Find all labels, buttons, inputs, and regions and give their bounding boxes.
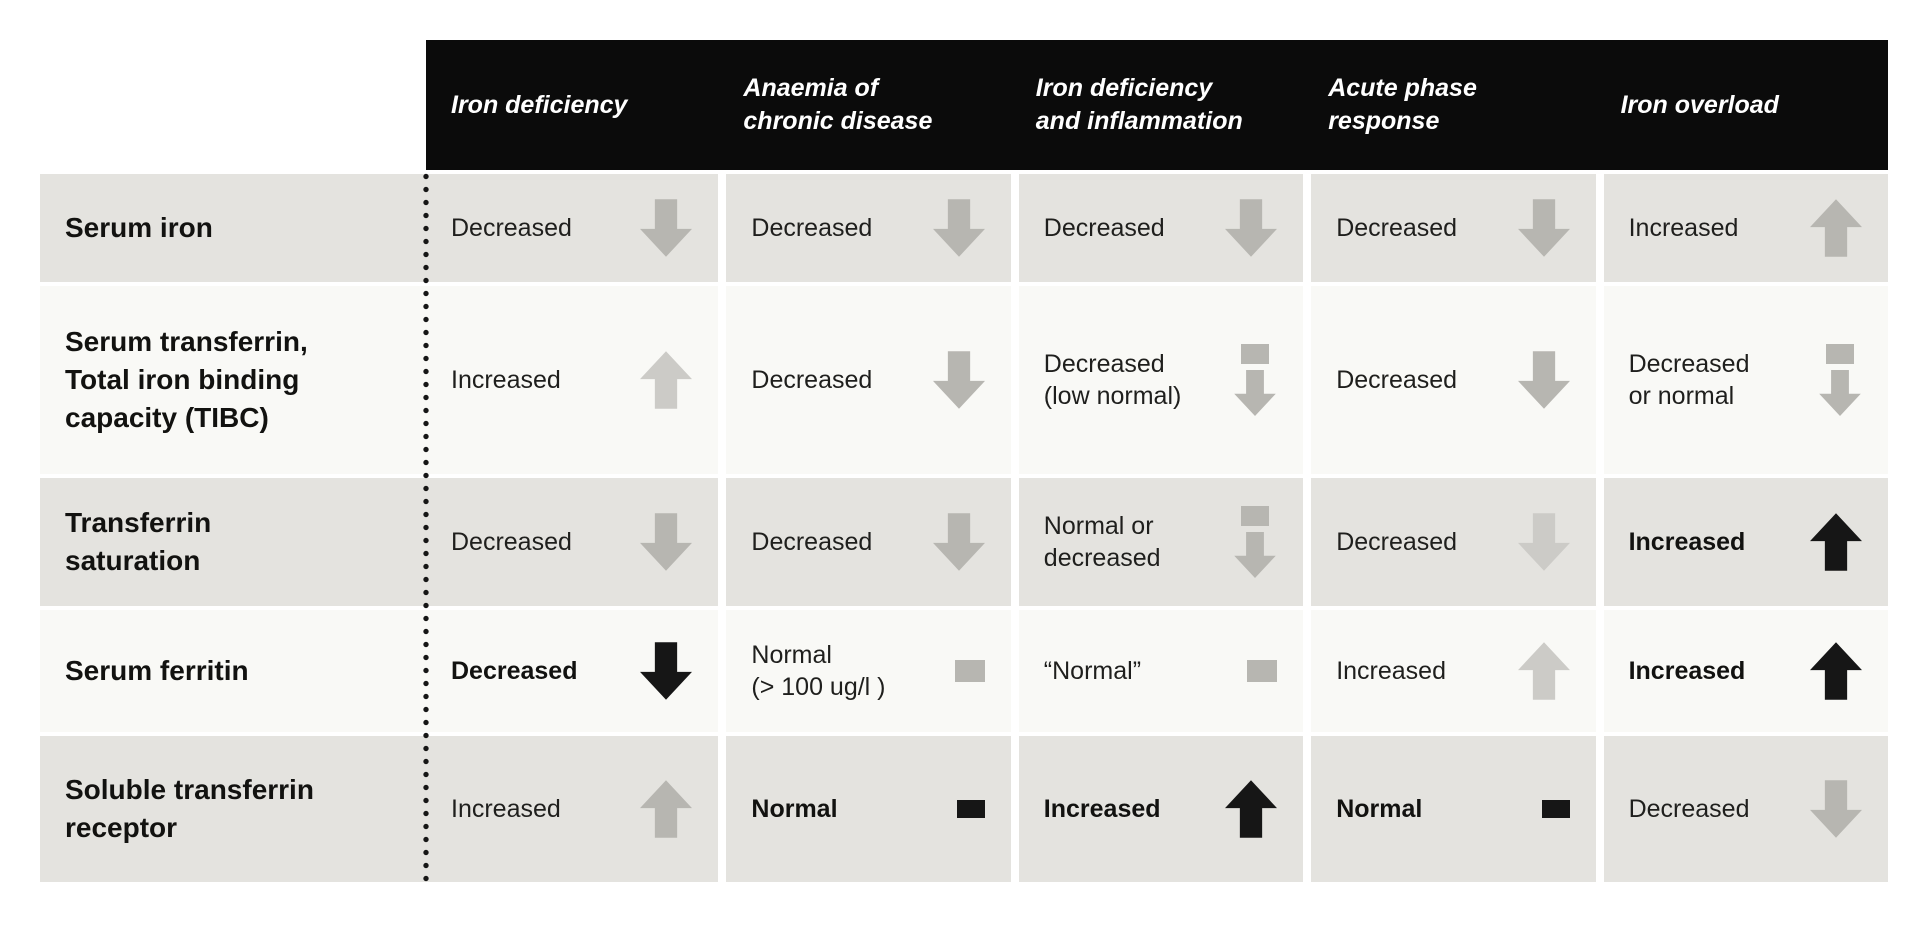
table-cell: Decreased or normal [1603, 286, 1888, 474]
cell-text: Normal [1336, 794, 1423, 823]
cell-text: Decreased (low normal) [1043, 349, 1182, 411]
table-cell: Normal [726, 736, 1011, 882]
low-normal-decrease-icon [1818, 344, 1862, 416]
cell-text: Normal (> 100 ug/l ) [751, 640, 886, 702]
cell-text: Decreased [451, 527, 572, 556]
cell-text: Decreased [1043, 213, 1165, 242]
cell-text: “Normal” [1043, 656, 1142, 685]
row-label: Transferrin saturation [40, 478, 426, 606]
table-cell: Increased [1311, 610, 1596, 732]
cell-text: Increased [1043, 794, 1161, 823]
iron-markers-table: Iron deficiency Anaemia of chronic diseas… [40, 40, 1888, 882]
cell-text: Increased [451, 794, 561, 823]
increase-arrow-icon [1809, 513, 1862, 571]
table-cell: Decreased [1311, 286, 1596, 474]
decrease-arrow-icon [1234, 370, 1276, 416]
row-label: Serum transferrin, Total iron binding ca… [40, 286, 426, 474]
column-header: Iron deficiency and inflammation [1035, 74, 1243, 135]
table-cell: Increased [426, 286, 719, 474]
cell-text: Decreased [451, 213, 572, 242]
increase-arrow-icon [1809, 199, 1862, 257]
cell-text: Decreased or normal [1628, 349, 1750, 411]
table-cell: Increased [1603, 174, 1888, 282]
table-cell: Increased [1603, 610, 1888, 732]
normal-square-icon [956, 800, 985, 818]
table-corner-cell [40, 40, 426, 170]
table-cell: Decreased [426, 610, 719, 732]
normal-bar-icon [1241, 506, 1270, 526]
cell-text: Decreased [1336, 213, 1458, 242]
normal-square-icon [1541, 800, 1570, 818]
decrease-arrow-icon [640, 199, 693, 257]
decrease-arrow-icon [1517, 351, 1570, 409]
decrease-arrow-icon [640, 513, 693, 571]
column-header: Acute phase response [1328, 74, 1477, 135]
cell-text: Increased [451, 365, 561, 394]
cell-text: Increased [1628, 656, 1746, 685]
cell-text: Normal or decreased [1043, 511, 1161, 573]
decrease-arrow-icon [1517, 199, 1570, 257]
cell-text: Decreased [751, 365, 873, 394]
cell-text: Decreased [751, 527, 873, 556]
increase-arrow-icon [640, 351, 693, 409]
table-cell: Decreased [726, 286, 1011, 474]
table-header-row: Iron deficiency Anaemia of chronic diseas… [426, 40, 1888, 170]
low-normal-decrease-icon [1233, 506, 1277, 578]
cell-text: Increased [1628, 527, 1746, 556]
row-label: Serum iron [40, 174, 426, 282]
cell-text: Decreased [1336, 527, 1458, 556]
table-cell: Decreased [426, 174, 719, 282]
cell-text: Increased [1336, 656, 1446, 685]
cell-text: Decreased [1628, 794, 1750, 823]
column-header: Iron deficiency [451, 90, 628, 119]
table-cell: Decreased [1018, 174, 1304, 282]
table-cell: Increased [426, 736, 719, 882]
decrease-arrow-icon [1517, 513, 1570, 571]
column-header: Anaemia of chronic disease [743, 74, 933, 135]
increase-arrow-icon [1517, 642, 1570, 700]
table-cell: Increased [1603, 478, 1888, 606]
decrease-arrow-icon [640, 642, 693, 700]
low-normal-decrease-icon [1233, 344, 1277, 416]
table-cell: Decreased [1603, 736, 1888, 882]
decrease-arrow-icon [1234, 532, 1276, 578]
decrease-arrow-icon [932, 199, 985, 257]
decrease-arrow-icon [932, 351, 985, 409]
table-cell: Normal (> 100 ug/l ) [726, 610, 1011, 732]
table-cell: Increased [1018, 736, 1304, 882]
increase-arrow-icon [640, 780, 693, 838]
table-cell: Decreased [1311, 174, 1596, 282]
decrease-arrow-icon [932, 513, 985, 571]
column-header: Iron overload [1620, 90, 1779, 119]
cell-text: Decreased [1336, 365, 1458, 394]
normal-square-icon [1247, 660, 1278, 682]
table-cell: Decreased [726, 478, 1011, 606]
increase-arrow-icon [1809, 642, 1862, 700]
increase-arrow-icon [1225, 780, 1278, 838]
normal-square-icon [954, 660, 985, 682]
row-label: Serum ferritin [40, 610, 426, 732]
cell-text: Decreased [751, 213, 873, 242]
table-cell: Decreased [1311, 478, 1596, 606]
decrease-arrow-icon [1809, 780, 1862, 838]
table-cell: Decreased [426, 478, 719, 606]
table-cell: Decreased (low normal) [1018, 286, 1304, 474]
table-cell: “Normal” [1018, 610, 1304, 732]
normal-bar-icon [1241, 344, 1270, 364]
table-cell: Decreased [726, 174, 1011, 282]
table-cell: Normal or decreased [1018, 478, 1304, 606]
decrease-arrow-icon [1819, 370, 1861, 416]
normal-bar-icon [1825, 344, 1854, 364]
table-cell: Normal [1311, 736, 1596, 882]
cell-text: Decreased [451, 656, 578, 685]
row-label: Soluble transferrin receptor [40, 736, 426, 882]
decrease-arrow-icon [1225, 199, 1278, 257]
cell-text: Increased [1628, 213, 1739, 242]
cell-text: Normal [751, 794, 838, 823]
